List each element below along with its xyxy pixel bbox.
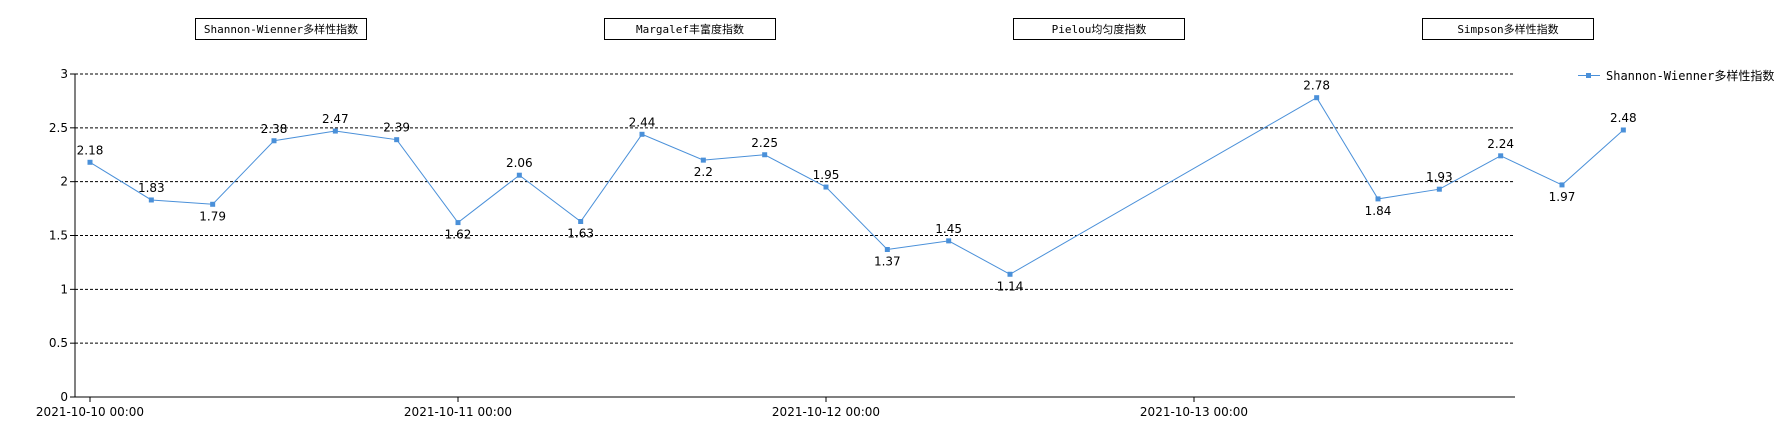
data-point [271,138,277,144]
legend-swatch-icon [1578,71,1600,81]
data-point [823,184,829,190]
tab-pielou[interactable]: Pielou均匀度指数 [1013,18,1185,40]
y-tick-label: 1 [60,282,68,296]
data-label: 1.84 [1365,204,1392,218]
data-label: 2.47 [322,112,349,126]
data-point [1498,153,1504,159]
data-point [1375,196,1381,202]
x-tick-label: 2021-10-10 00:00 [36,405,144,419]
data-label: 1.83 [138,181,165,195]
tab-simpson[interactable]: Simpson多样性指数 [1422,18,1594,40]
data-label: 1.63 [567,227,594,241]
data-point [516,172,522,178]
data-point [332,128,338,134]
data-label: 2.2 [694,165,713,179]
data-point [1559,182,1565,188]
data-label: 1.62 [445,228,472,242]
data-point [578,219,584,225]
data-point [210,201,216,207]
data-label: 2.18 [77,143,104,157]
x-tick-label: 2021-10-12 00:00 [772,405,880,419]
y-tick-label: 0 [60,390,68,404]
data-label: 1.93 [1426,170,1453,184]
data-point [455,220,461,226]
data-label: 1.37 [874,254,901,268]
data-point [884,246,890,252]
data-label: 1.79 [199,209,226,223]
data-label: 2.24 [1487,137,1514,151]
y-tick-label: 3 [60,67,68,81]
data-label: 2.39 [383,121,410,135]
y-tick-label: 2.5 [49,121,68,135]
y-tick-label: 2 [60,175,68,189]
data-label: 1.14 [997,279,1024,293]
y-tick-label: 0.5 [49,336,68,350]
data-label: 2.48 [1610,111,1637,125]
data-label: 2.38 [261,122,288,136]
tab-shannon-wienner[interactable]: Shannon-Wienner多样性指数 [195,18,367,40]
data-point [1314,95,1320,101]
data-point [639,131,645,137]
data-label: 2.44 [629,115,656,129]
legend-label: Shannon-Wienner多样性指数 [1606,69,1775,83]
data-point [1620,127,1626,133]
x-tick-label: 2021-10-13 00:00 [1140,405,1248,419]
chart-legend: Shannon-Wienner多样性指数 [1578,67,1774,84]
data-point [1007,271,1013,277]
data-point [87,159,93,165]
data-point [700,157,706,163]
data-point [762,152,768,158]
data-label: 1.45 [935,222,962,236]
data-point [1436,186,1442,192]
series-line [89,97,1624,275]
data-point [946,238,952,244]
y-tick-label: 1.5 [49,229,68,243]
data-point [148,197,154,203]
data-label: 2.25 [751,136,778,150]
data-point [394,137,400,143]
tab-margalef[interactable]: Margalef丰富度指数 [604,18,776,40]
data-label: 2.06 [506,156,533,170]
data-label: 2.78 [1303,79,1330,93]
data-label: 1.95 [813,168,840,182]
data-label: 1.97 [1549,190,1576,204]
x-tick-label: 2021-10-11 00:00 [404,405,512,419]
